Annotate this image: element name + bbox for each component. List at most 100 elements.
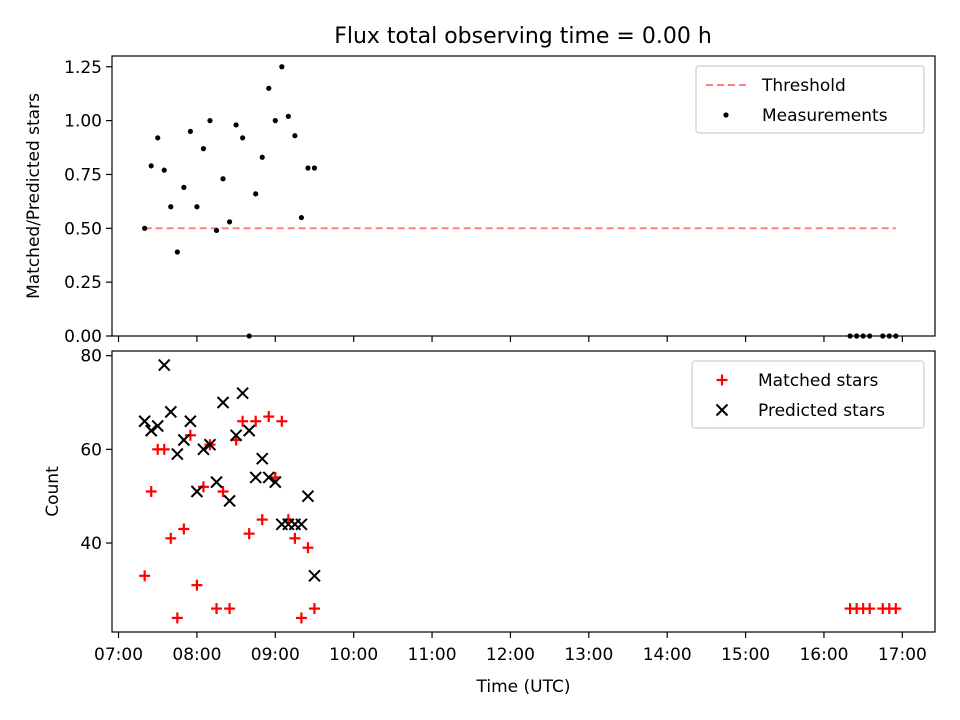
data-point-b <box>262 471 275 484</box>
data-point <box>165 532 177 544</box>
x-tick-label: 14:00 <box>643 645 692 665</box>
series-measurements <box>142 64 899 339</box>
x-tick-label: 09:00 <box>251 645 300 665</box>
data-point <box>276 415 288 427</box>
data-point-b <box>301 489 315 503</box>
y-axis-label: Count <box>43 466 63 517</box>
legend-box <box>691 360 925 429</box>
data-point-b <box>295 518 308 531</box>
legend-label: Matched stars <box>758 371 878 391</box>
data-point <box>164 405 177 419</box>
legend: Threshold Measurements <box>695 65 925 134</box>
data-point <box>177 433 191 447</box>
x-tick-label: 07:00 <box>94 645 143 665</box>
data-point-b <box>249 471 262 484</box>
data-point <box>242 424 256 437</box>
y-axis-label: Matched/Predicted stars <box>24 93 44 299</box>
data-point <box>289 532 301 544</box>
data-point-b <box>229 429 243 442</box>
x-tick-label: 17:00 <box>878 645 927 665</box>
data-point <box>171 612 183 624</box>
data-point <box>236 386 249 400</box>
data-point <box>213 227 220 234</box>
data-point <box>256 452 269 465</box>
data-point <box>148 163 154 169</box>
data-point <box>262 471 275 484</box>
data-point-b <box>184 415 197 428</box>
data-point <box>139 570 151 582</box>
chart-title: Flux total observing time = 0.00 h <box>334 24 712 49</box>
data-point <box>250 415 262 427</box>
data-point <box>174 249 180 255</box>
data-point-b <box>242 424 256 437</box>
data-point <box>249 471 262 484</box>
data-point <box>311 165 318 171</box>
data-point <box>161 167 167 173</box>
data-point <box>308 569 321 583</box>
data-point-b <box>144 424 158 437</box>
data-point <box>155 135 161 141</box>
data-point <box>207 118 213 124</box>
data-point-b <box>171 447 184 461</box>
data-point <box>864 603 876 615</box>
data-point-b <box>190 485 204 498</box>
y-tick-label: 0.00 <box>64 327 102 347</box>
data-point <box>240 135 246 141</box>
data-point <box>263 411 275 423</box>
data-point-b <box>151 419 164 433</box>
y-tick-label: 40 <box>80 534 102 554</box>
legend-label: Threshold <box>761 76 846 96</box>
x-axis-label: Time (UTC) <box>476 677 571 697</box>
data-point <box>168 204 174 210</box>
data-point <box>298 214 305 221</box>
x-tick-label: 08:00 <box>172 645 221 665</box>
legend-swatch-b <box>715 403 729 417</box>
x-tick-label: 15:00 <box>721 645 770 665</box>
data-point-b <box>203 438 217 451</box>
data-point <box>279 64 285 70</box>
data-point <box>138 415 151 428</box>
data-point-b <box>308 569 321 583</box>
data-point-b <box>164 405 177 419</box>
ratio-panel: 0.00 0.25 0.50 0.75 1.00 1.25 Matched/Predicte… <box>24 55 936 347</box>
x-tick-label: 16:00 <box>799 645 848 665</box>
data-point <box>216 396 230 409</box>
data-point <box>158 443 170 455</box>
data-point <box>295 518 308 531</box>
y-tick-label: 0.50 <box>64 219 102 239</box>
data-point <box>272 118 278 124</box>
data-point <box>243 528 255 540</box>
data-point <box>197 481 209 493</box>
data-point <box>181 184 187 190</box>
y-tick-label: 1.00 <box>64 112 102 132</box>
data-point <box>184 429 196 441</box>
legend-swatch <box>723 112 729 118</box>
data-point <box>217 486 229 497</box>
data-point <box>308 603 320 615</box>
data-point <box>269 475 282 489</box>
data-point <box>197 443 210 456</box>
data-point <box>292 133 298 139</box>
data-point <box>226 219 233 225</box>
data-point <box>187 128 193 134</box>
y-tick-label: 0.25 <box>64 273 102 293</box>
legend-swatch <box>716 374 728 386</box>
legend: Matched stars Predicted stars <box>691 360 925 429</box>
data-point <box>190 485 204 498</box>
data-point <box>203 438 217 451</box>
data-point <box>302 542 314 554</box>
plot-frame <box>111 350 936 633</box>
data-point <box>144 424 158 437</box>
data-point-b <box>197 443 210 456</box>
data-point <box>184 415 197 428</box>
data-point-b <box>256 452 269 465</box>
data-point <box>253 191 259 197</box>
data-point <box>145 486 157 497</box>
series-matched-stars <box>139 411 902 624</box>
data-point <box>210 475 223 489</box>
plot-frame <box>111 55 936 337</box>
legend-swatch <box>715 403 729 417</box>
data-point <box>305 165 311 171</box>
legend-box <box>695 65 925 134</box>
